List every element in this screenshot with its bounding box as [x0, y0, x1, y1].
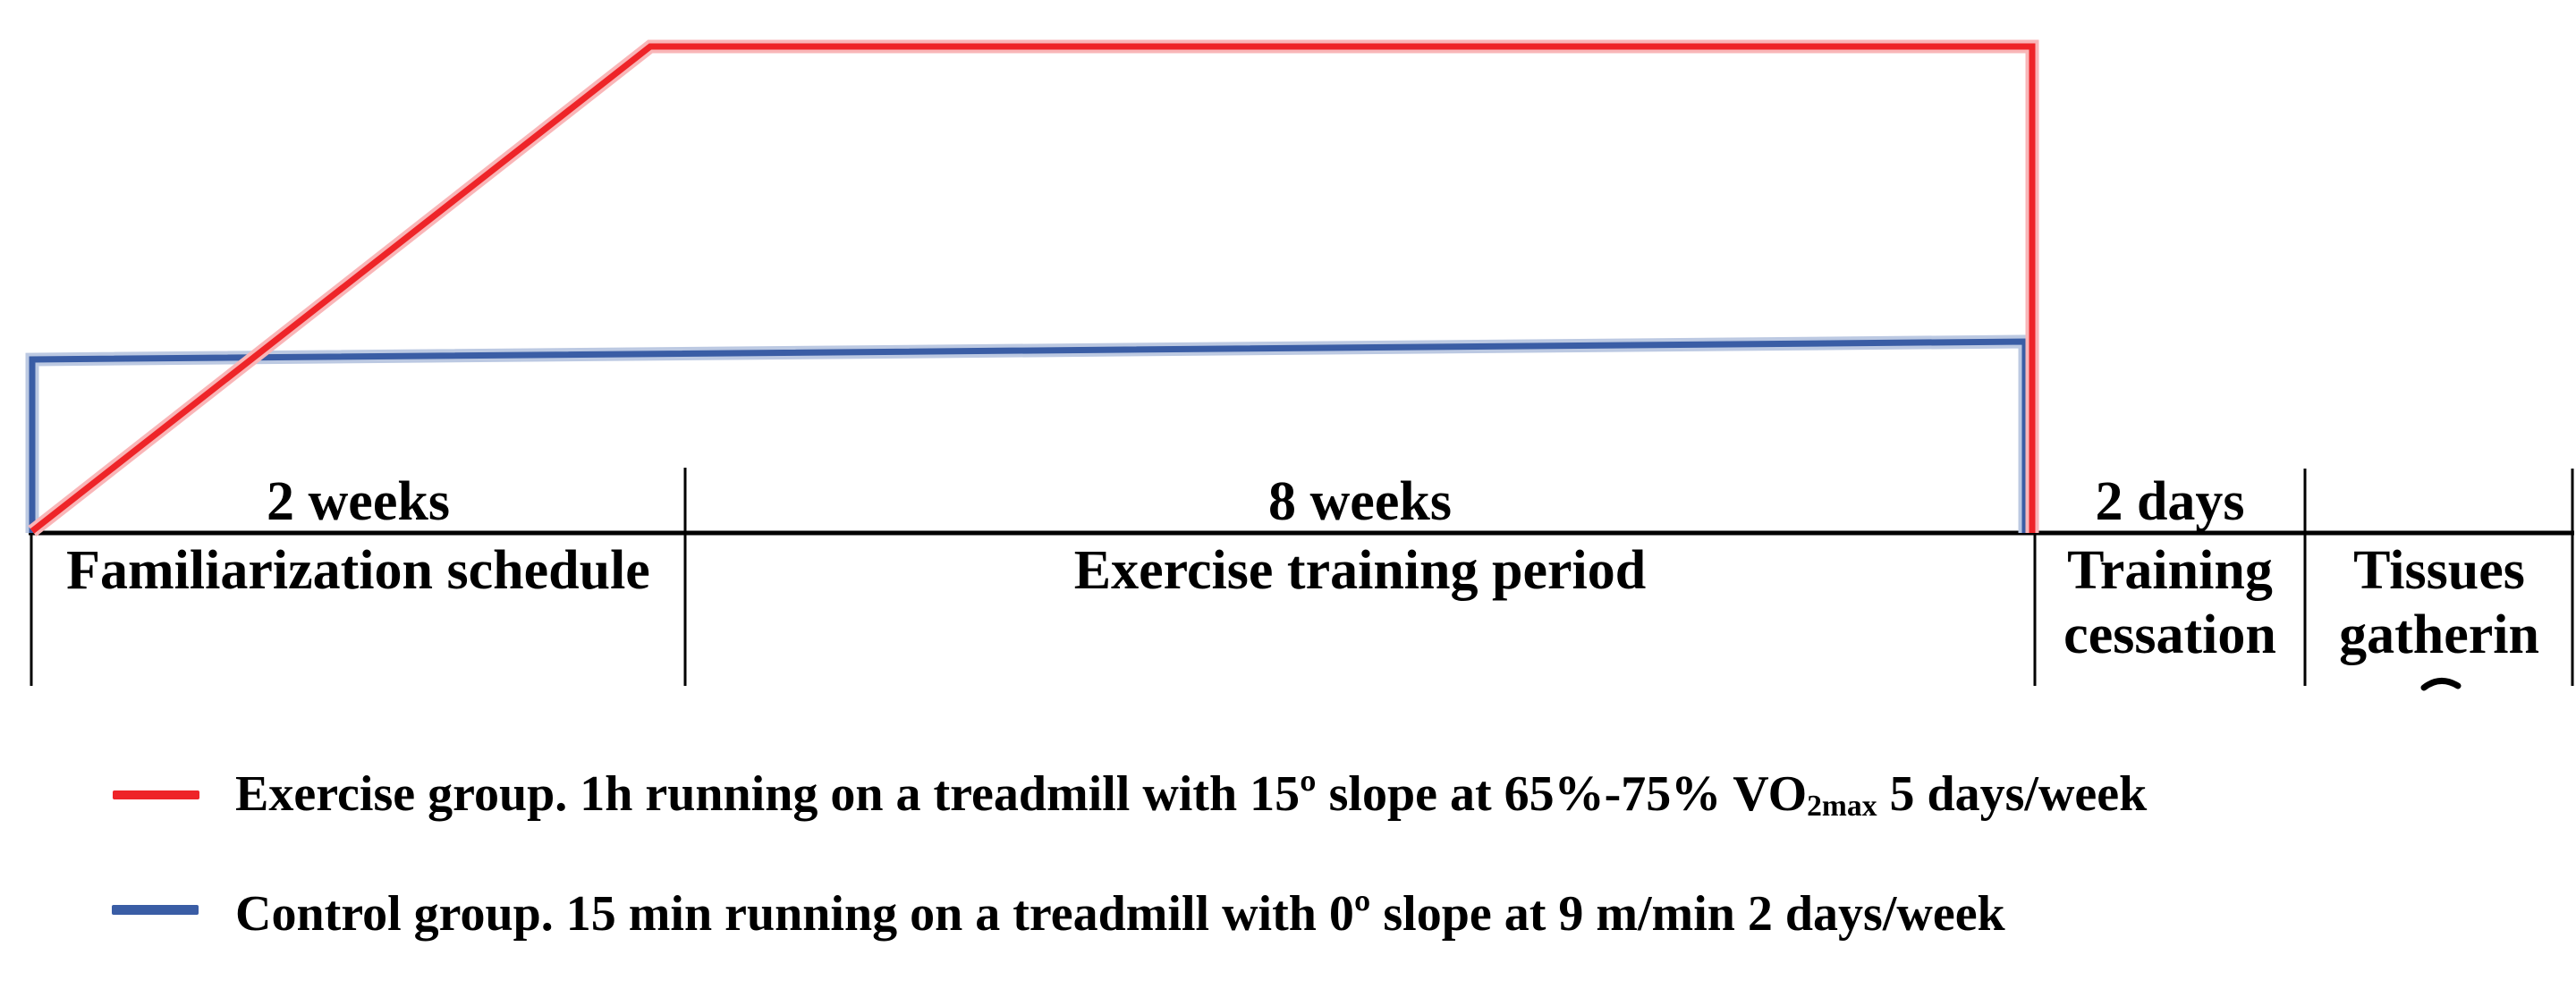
legend-item-control: Control group. 15 min running on a tread…	[235, 883, 2005, 952]
legend-item-exercise: Exercise group. 1h running on a treadmil…	[235, 763, 2147, 833]
exercise-line-halo	[28, 39, 2039, 537]
legend-text: Control group. 15 min running on a tread…	[235, 886, 2005, 942]
control-line	[29, 338, 2029, 533]
exercise-line	[30, 43, 2036, 534]
control-line-swatch	[112, 905, 199, 915]
phase-duration-label: 8 weeks	[1268, 471, 1452, 532]
exercise-swatch-rect	[113, 790, 199, 799]
clipped-glyph	[2420, 678, 2462, 691]
phase-name-label: Tissues gatherin	[2339, 540, 2539, 665]
exercise-line-swatch	[113, 790, 199, 799]
legend-text: 5 days/week	[1877, 766, 2148, 822]
phase-name-label: Training cessation	[2063, 540, 2276, 665]
table-grid	[29, 468, 2574, 691]
phase-duration-label: 2 weeks	[267, 471, 450, 532]
control-swatch-rect	[112, 905, 199, 915]
phase-name-label: Exercise training period	[1073, 540, 1647, 601]
phase-duration-label: 2 days	[2095, 471, 2245, 532]
legend-text: Exercise group. 1h running on a treadmil…	[235, 766, 1808, 822]
phase-name-label: Familiarization schedule	[66, 540, 650, 601]
legend-subscript: 2max	[1807, 790, 1877, 824]
